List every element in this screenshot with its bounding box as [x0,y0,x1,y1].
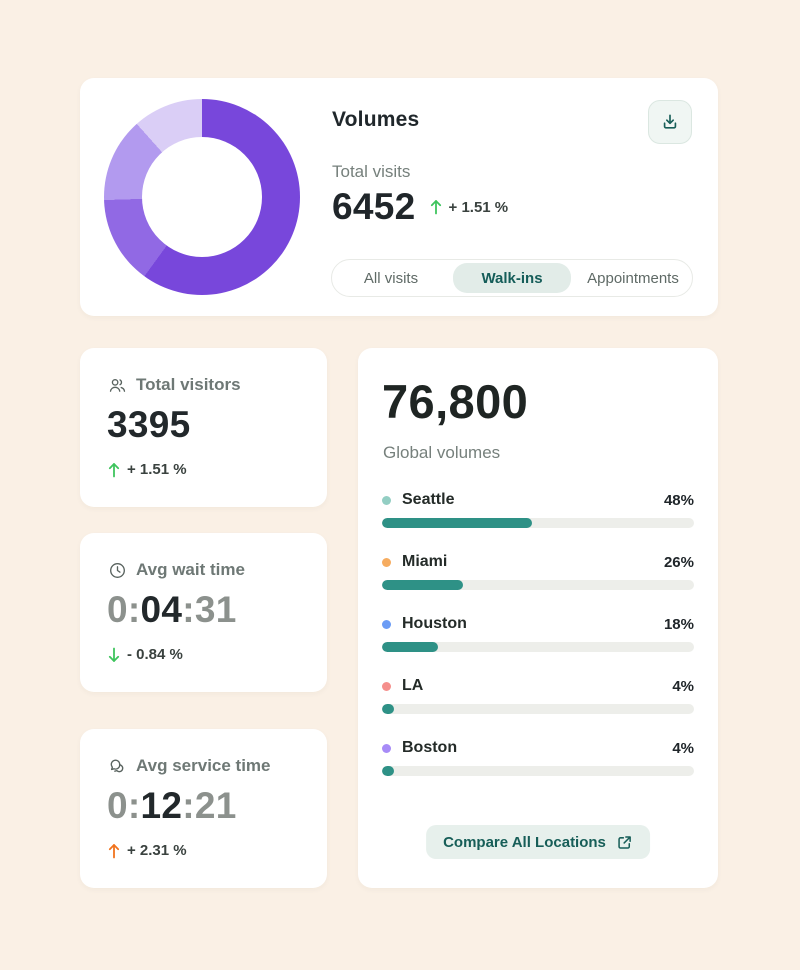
location-percent: 18% [663,615,694,633]
delta-text: - 0.84 % [127,646,183,663]
stat-delta: - 0.84 % [108,646,183,663]
total-visits-value: 6452 [332,186,416,227]
external-link-icon [616,834,633,851]
location-name: Boston [402,739,458,756]
trend-arrow-icon [108,843,120,859]
global-volumes-card: 76,800 Global volumes Seattle 48% Miami … [358,348,718,888]
total-visits-delta: + 1.51 % [430,198,509,216]
location-row-miami: Miami 26% [382,553,694,590]
stat-delta: + 1.51 % [108,461,187,478]
trend-arrow-icon [108,462,120,478]
compare-all-locations-button[interactable]: Compare All Locations [426,825,650,859]
location-percent: 4% [672,677,694,695]
tab-all-visits[interactable]: All visits [363,269,419,287]
users-icon [108,376,127,395]
global-volumes-value: 76,800 [382,375,529,428]
progress-bar [382,580,694,590]
location-name: Miami [402,553,448,570]
la-dot [382,681,391,691]
location-percent: 26% [663,553,694,571]
stat-label: Avg service time [136,756,271,775]
stat-value: 3395 [107,404,191,445]
avg-service-time-card: Avg service time 0:12:21 + 2.31 % [80,729,327,888]
miami-dot [382,557,391,567]
stat-delta: + 2.31 % [108,842,187,859]
card-title: Volumes [332,108,420,131]
location-percent: 4% [672,739,694,757]
progress-bar [382,518,694,528]
houston-dot [382,619,391,629]
delta-text: + 2.31 % [127,842,187,859]
download-button[interactable] [648,100,692,144]
tab-appointments[interactable]: Appointments [587,269,679,287]
compare-button-label: Compare All Locations [443,833,606,851]
delta-text: + 1.51 % [448,198,509,216]
clock-icon [108,561,127,580]
delta-text: + 1.51 % [127,461,187,478]
location-name: Houston [402,615,467,632]
stat-label: Total visitors [136,375,241,394]
tab-walk-ins[interactable]: Walk-ins [453,263,571,293]
total-visitors-card: Total visitors 3395 + 1.51 % [80,348,327,507]
progress-bar [382,766,694,776]
location-row-la: LA 4% [382,677,694,714]
chat-bubbles-icon [108,757,127,776]
stat-label: Avg wait time [136,560,245,579]
volumes-donut-chart [104,99,300,295]
trend-arrow-icon [108,647,120,663]
total-visits-label: Total visits [332,162,411,181]
locations-list: Seattle 48% Miami 26% Houston 18% [382,491,694,801]
location-row-seattle: Seattle 48% [382,491,694,528]
stat-value: 0:12:21 [107,785,237,826]
global-volumes-label: Global volumes [383,443,501,462]
location-percent: 48% [663,491,694,509]
download-icon [660,112,680,132]
trend-arrow-icon [430,199,442,215]
location-row-boston: Boston 4% [382,739,694,776]
seattle-dot [382,495,391,505]
avg-wait-time-card: Avg wait time 0:04:31 - 0.84 % [80,533,327,692]
location-name: Seattle [402,491,455,508]
progress-bar [382,704,694,714]
location-name: LA [402,677,424,694]
progress-bar [382,642,694,652]
visit-type-tab-group: All visits Walk-ins Appointments [331,259,693,297]
stat-value: 0:04:31 [107,589,237,630]
location-row-houston: Houston 18% [382,615,694,652]
volumes-card: Volumes Total visits 6452 + 1.51 % All v… [80,78,718,316]
boston-dot [382,743,391,753]
